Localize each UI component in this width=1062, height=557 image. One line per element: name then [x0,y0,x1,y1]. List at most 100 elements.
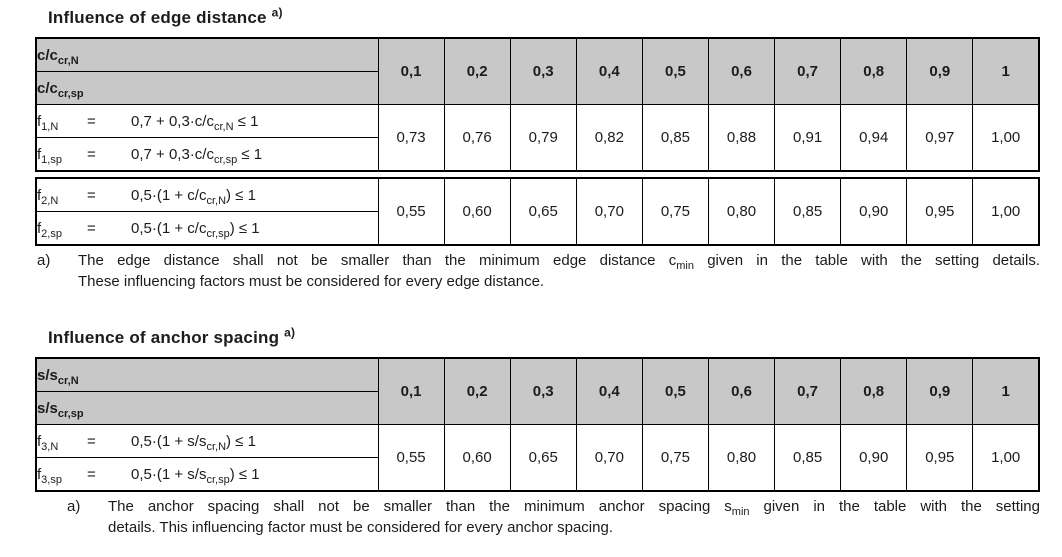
edge-distance-table-f2: f2,N = 0,5·(1 + c/ccr,N) ≤ 1 0,55 0,60 0,6… [35,177,1040,246]
table-row: f2,sp = 0,5·(1 + c/ccr,sp) ≤ 1 [35,211,1039,246]
formula-symbol: f3,sp [37,465,62,486]
f3-value: 0,80 [707,424,776,492]
f2-value: 0,80 [707,177,776,246]
f3-value: 0,60 [443,424,511,492]
ratio-value: 0,2 [443,37,511,105]
f1-value: 0,85 [641,104,709,172]
ratio-label-scrsp: s/scr,sp [35,391,379,425]
ratio-value: 0,8 [840,357,908,425]
f1-value: 0,94 [840,104,908,172]
f1-value: 1,00 [972,104,1040,172]
ratio-label-ccrn: c/ccr,N [35,37,379,72]
ratio-value: 0,5 [641,357,709,425]
ratio-value: 0,3 [509,37,577,105]
formula-f2sp: f2,sp = 0,5·(1 + c/ccr,sp) ≤ 1 [35,211,379,246]
table-row: f1,sp = 0,7 + 0,3·c/ccr,sp ≤ 1 [35,137,1039,172]
table-row: c/ccr,N 0,1 0,2 0,3 0,4 0,5 0,6 0,7 0,8 … [35,37,1040,105]
ratio-value: 0,1 [377,37,445,105]
edge-distance-footnote: a) The edge distance shall not be smalle… [35,250,1040,292]
formula-expression: 0,5·(1 + c/ccr,N) ≤ 1 [131,186,256,207]
f3-value: 0,75 [641,424,709,492]
formula-symbol: f1,sp [37,145,62,166]
formula-expression: 0,5·(1 + s/scr,sp) ≤ 1 [131,465,260,486]
edge-distance-title: Influence of edge distance a) [48,5,283,27]
f2-value: 0,85 [774,177,842,246]
f3-value: 0,70 [575,424,643,492]
formula-f1sp: f1,sp = 0,7 + 0,3·c/ccr,sp ≤ 1 [35,137,379,172]
anchor-spacing-table: s/scr,N 0,1 0,2 0,3 0,4 0,5 0,6 0,7 0,8 … [35,357,1040,492]
f2-value: 0,65 [509,177,577,246]
formula-f3n: f3,N = 0,5·(1 + s/scr,N) ≤ 1 [35,424,379,458]
ratio-value: 0,8 [840,37,908,105]
anchor-spacing-footnote: a) The anchor spacing shall not be small… [65,496,1040,538]
f3-value: 0,90 [840,424,908,492]
f1-value: 0,76 [443,104,511,172]
f3-value: 0,55 [377,424,445,492]
ratio-value: 0,4 [575,357,643,425]
equals-sign: = [87,112,96,130]
equals-sign: = [87,186,96,204]
footnote-line: The anchor spacing shall not be smaller … [108,498,1040,518]
f3-value: 0,85 [774,424,842,492]
ratio-value: 0,5 [641,37,709,105]
f2-value: 0,90 [840,177,908,246]
ratio-label-ccrsp: c/ccr,sp [35,71,379,105]
table-row: f1,N = 0,7 + 0,3·c/ccr,N ≤ 1 0,73 0,76 0,7… [35,104,1040,172]
f2-value: 0,75 [641,177,709,246]
edge-distance-section: Influence of edge distance a) c/ccr,N 0,… [35,5,1062,292]
ratio-value: 1 [972,357,1040,425]
ratio-value: 0,9 [906,357,974,425]
f2-value: 0,70 [575,177,643,246]
ratio-value: 1 [972,37,1040,105]
table-row: f3,sp = 0,5·(1 + s/scr,sp) ≤ 1 [35,457,1039,492]
f3-value: 1,00 [972,424,1040,492]
table-row: f2,N = 0,5·(1 + c/ccr,N) ≤ 1 0,55 0,60 0,6… [35,177,1040,246]
ratio-value: 0,7 [774,357,842,425]
table-row: c/ccr,sp [35,71,1039,105]
ratio-value: 0,9 [906,37,974,105]
f1-value: 0,73 [377,104,445,172]
f3-value: 0,95 [906,424,974,492]
equals-sign: = [87,465,96,483]
formula-symbol: f2,N [37,186,59,207]
table-row: s/scr,sp [35,391,1039,425]
formula-symbol: f1,N [37,112,59,133]
equals-sign: = [87,432,96,450]
f1-value: 0,97 [906,104,974,172]
ratio-label-scrn: s/scr,N [35,357,379,392]
f1-value: 0,88 [707,104,776,172]
ratio-value: 0,7 [774,37,842,105]
equals-sign: = [87,219,96,237]
formula-f2n: f2,N = 0,5·(1 + c/ccr,N) ≤ 1 [35,177,379,212]
f1-value: 0,79 [509,104,577,172]
f3-value: 0,65 [509,424,577,492]
ratio-value: 0,6 [707,357,776,425]
anchor-spacing-title: Influence of anchor spacing a) [48,325,296,347]
footnote-line: The edge distance shall not be smaller t… [78,252,1040,272]
footnote-line: details. This influencing factor must be… [108,519,613,536]
formula-expression: 0,7 + 0,3·c/ccr,sp ≤ 1 [131,145,263,166]
f2-value: 0,95 [906,177,974,246]
ratio-value: 0,6 [707,37,776,105]
formula-symbol: f3,N [37,432,59,453]
formula-f1n: f1,N = 0,7 + 0,3·c/ccr,N ≤ 1 [35,104,379,138]
ratio-value: 0,4 [575,37,643,105]
ratio-value: 0,2 [443,357,511,425]
f1-value: 0,91 [774,104,842,172]
document-page: Influence of edge distance a) c/ccr,N 0,… [35,5,1062,538]
anchor-spacing-section: Influence of anchor spacing a) s/scr,N 0… [35,325,1062,538]
formula-symbol: f2,sp [37,219,62,240]
formula-expression: 0,5·(1 + c/ccr,sp) ≤ 1 [131,219,260,240]
footnote-marker: a) [67,498,81,515]
table-row: f3,N = 0,5·(1 + s/scr,N) ≤ 1 0,55 0,60 0,6… [35,424,1040,492]
table-row: s/scr,N 0,1 0,2 0,3 0,4 0,5 0,6 0,7 0,8 … [35,357,1040,425]
ratio-value: 0,1 [377,357,445,425]
ratio-value: 0,3 [509,357,577,425]
f1-value: 0,82 [575,104,643,172]
footnote-marker: a) [37,252,51,269]
f2-value: 0,55 [377,177,445,246]
f2-value: 1,00 [972,177,1040,246]
formula-expression: 0,5·(1 + s/scr,N) ≤ 1 [131,432,256,453]
footnote-text: The edge distance shall not be smaller t… [78,250,1040,292]
edge-distance-table: c/ccr,N 0,1 0,2 0,3 0,4 0,5 0,6 0,7 0,8 … [35,37,1040,172]
